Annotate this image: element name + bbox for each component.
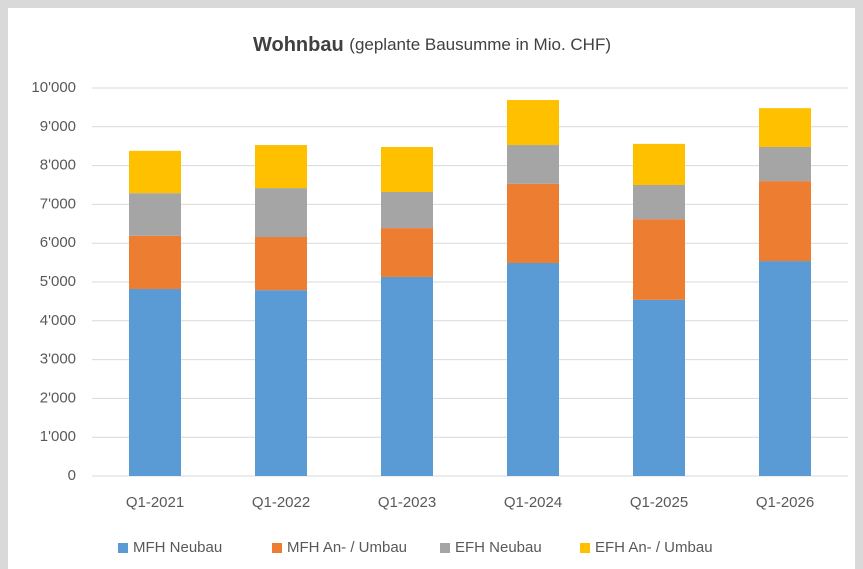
bar-segment — [759, 261, 811, 476]
bar-segment — [507, 100, 559, 146]
bar-segment — [507, 183, 559, 263]
y-tick-label: 1'000 — [40, 428, 76, 445]
bar-segment — [507, 145, 559, 184]
bar-segment — [381, 228, 433, 277]
legend-label: EFH An- / Umbau — [595, 539, 713, 556]
bar-segment — [759, 108, 811, 147]
y-tick-label: 5'000 — [40, 273, 76, 290]
bar-segment — [255, 290, 307, 476]
chart-subtitle: (geplante Bausumme in Mio. CHF) — [349, 35, 611, 54]
legend-swatch — [440, 543, 450, 553]
x-tick-label: Q1-2021 — [126, 494, 184, 511]
y-tick-label: 0 — [68, 467, 76, 484]
chart-title: Wohnbau — [253, 34, 344, 56]
bar-segment — [381, 146, 433, 192]
bar-segment — [129, 288, 181, 476]
y-tick-label: 8'000 — [40, 157, 76, 174]
y-tick-label: 7'000 — [40, 195, 76, 212]
legend-label: EFH Neubau — [455, 539, 542, 556]
legend-swatch — [118, 543, 128, 553]
bar-segment — [759, 146, 811, 182]
bar-segment — [255, 188, 307, 237]
bar-segment — [129, 150, 181, 194]
bar-segment — [633, 299, 685, 476]
x-tick-label: Q1-2023 — [378, 494, 436, 511]
y-tick-label: 10'000 — [31, 79, 76, 96]
bar-segment — [759, 181, 811, 262]
legend-swatch — [272, 543, 282, 553]
x-tick-label: Q1-2025 — [630, 494, 688, 511]
bar-segment — [633, 143, 685, 185]
bar-segment — [129, 193, 181, 236]
legend-label: MFH Neubau — [133, 539, 222, 556]
bar-segment — [255, 145, 307, 189]
x-tick-label: Q1-2026 — [756, 494, 814, 511]
legend-label: MFH An- / Umbau — [287, 539, 407, 556]
y-tick-label: 6'000 — [40, 234, 76, 251]
y-tick-label: 9'000 — [40, 118, 76, 135]
bar-segment — [129, 235, 181, 289]
y-tick-label: 4'000 — [40, 312, 76, 329]
bar-segment — [633, 219, 685, 300]
y-tick-label: 3'000 — [40, 351, 76, 368]
x-tick-label: Q1-2022 — [252, 494, 310, 511]
x-tick-label: Q1-2024 — [504, 494, 562, 511]
y-tick-label: 2'000 — [40, 389, 76, 406]
chart-title-group: Wohnbau (geplante Bausumme in Mio. CHF) — [253, 34, 611, 56]
bar-segment — [381, 276, 433, 476]
bar-segment — [255, 236, 307, 291]
bar-segment — [633, 185, 685, 220]
legend-swatch — [580, 543, 590, 553]
bar-segment — [381, 191, 433, 229]
bar-segment — [507, 262, 559, 476]
